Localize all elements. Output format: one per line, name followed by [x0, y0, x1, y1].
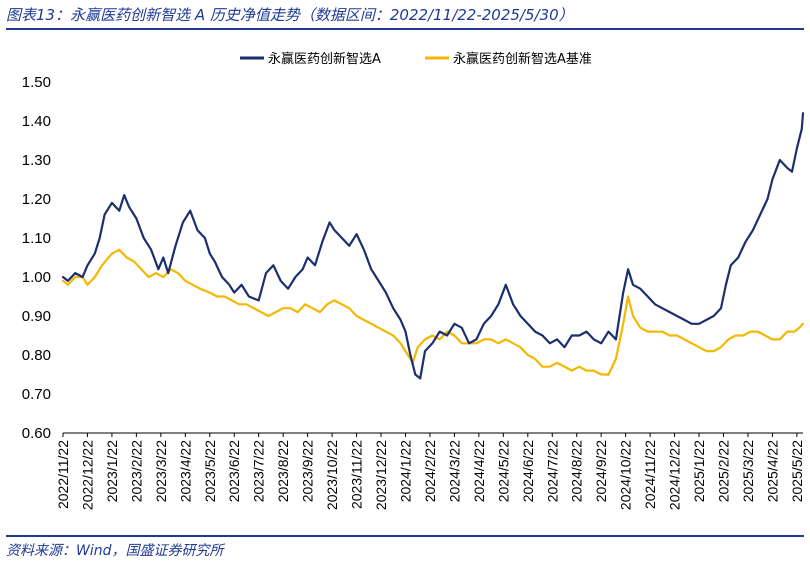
x-tick-label: 2024/1/22 — [397, 440, 413, 502]
x-tick-label: 2023/7/22 — [251, 440, 267, 502]
x-tick-label: 2022/11/22 — [55, 440, 71, 509]
x-tick-label: 2025/3/22 — [740, 440, 756, 502]
x-tick-label: 2024/12/22 — [667, 440, 683, 510]
source-rule — [6, 535, 804, 537]
x-tick-label: 2024/4/22 — [471, 440, 487, 502]
x-tick-label: 2025/1/22 — [691, 440, 707, 502]
legend: 永赢医药创新智选A 永赢医药创新智选A基准 — [240, 51, 592, 67]
x-tick-label: 2023/5/22 — [202, 440, 218, 502]
x-tick-label: 2023/1/22 — [104, 440, 120, 502]
x-tick-label: 2023/11/22 — [349, 440, 365, 509]
line-chart: 0.60 0.70 0.80 0.90 1.00 1.10 1.20 1.30 1.40 1.50… — [22, 51, 805, 510]
y-tick-label: 1.30 — [22, 152, 51, 169]
x-tick-label: 2023/2/22 — [128, 440, 144, 502]
y-tick-label: 1.50 — [22, 74, 51, 91]
x-tick-label: 2022/12/22 — [79, 440, 95, 510]
x-tick-label: 2025/2/22 — [715, 440, 731, 502]
x-tick-label: 2025/4/22 — [764, 440, 780, 502]
x-tick-label: 2023/10/22 — [324, 440, 340, 510]
y-tick-label: 1.10 — [22, 230, 51, 247]
legend-label-benchmark: 永赢医药创新智选A基准 — [453, 51, 592, 67]
source-note: 资料来源：Wind，国盛证券研究所 — [6, 543, 224, 559]
x-tick-label: 2023/6/22 — [226, 440, 242, 502]
x-tick-label: 2024/3/22 — [446, 440, 462, 502]
chart-title: 图表13：永赢医药创新智选 A 历史净值走势（数据区间：2022/11/22-2… — [6, 6, 574, 24]
y-tick-label: 0.70 — [22, 386, 51, 403]
x-tick-label: 2023/3/22 — [153, 440, 169, 502]
x-tick-label: 2024/2/22 — [422, 440, 438, 502]
x-tick-label: 2024/6/22 — [520, 440, 536, 502]
x-tick-label: 2024/5/22 — [495, 440, 511, 502]
x-tick-label: 2024/10/22 — [618, 440, 634, 510]
y-tick-label: 1.00 — [22, 269, 51, 286]
x-tick-label: 2024/9/22 — [593, 440, 609, 502]
x-tick-label: 2023/8/22 — [275, 440, 291, 502]
y-tick-label: 0.60 — [22, 425, 51, 442]
x-tick-label: 2023/12/22 — [373, 440, 389, 510]
benchmark-series-line — [61, 248, 805, 376]
x-tick-label: 2024/8/22 — [569, 440, 585, 502]
y-tick-label: 0.80 — [22, 347, 51, 364]
title-rule — [6, 28, 804, 30]
x-tick-label: 2024/7/22 — [544, 440, 560, 502]
y-tick-label: 1.20 — [22, 191, 51, 208]
fund-series-line — [61, 112, 805, 380]
x-tick-label: 2025/5/22 — [789, 440, 805, 502]
x-tick-label: 2023/4/22 — [177, 440, 193, 502]
y-tick-label: 1.40 — [22, 113, 51, 130]
y-tick-label: 0.90 — [22, 308, 51, 325]
y-axis: 0.60 0.70 0.80 0.90 1.00 1.10 1.20 1.30 1.40 1.50 — [22, 74, 51, 442]
legend-label-fund: 永赢医药创新智选A — [268, 51, 381, 67]
x-axis: 2022/11/22 2022/12/22 2023/1/22 2023/2/22 20… — [55, 432, 805, 510]
series-layer — [61, 112, 805, 380]
x-tick-label: 2024/11/22 — [642, 440, 658, 509]
x-tick-label: 2023/9/22 — [300, 440, 316, 502]
